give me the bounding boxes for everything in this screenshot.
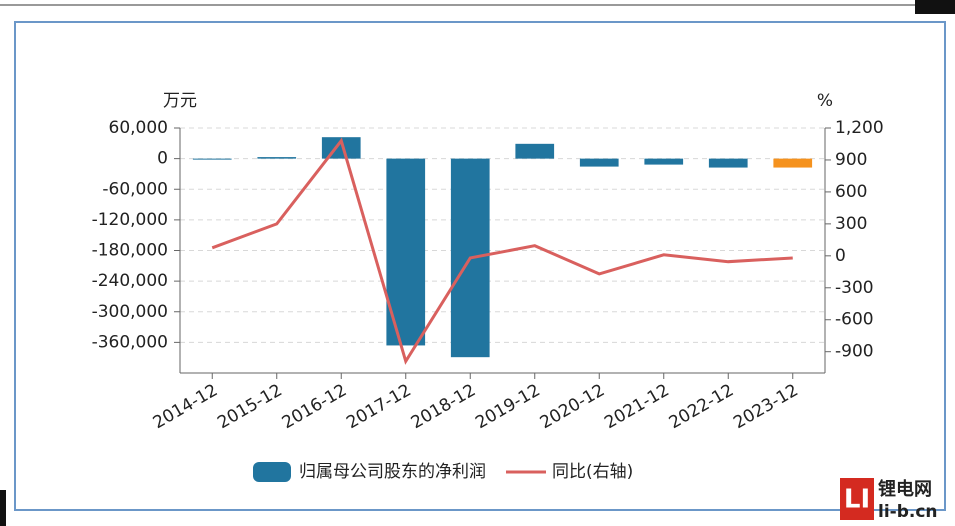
x-tick-label: 2019-12 [472, 380, 544, 433]
watermark-logo-box [840, 478, 874, 520]
y-axis-label: 万元 [163, 91, 197, 111]
y2-tick-label: 300 [835, 214, 867, 234]
y2-tick-label: -300 [835, 278, 874, 298]
legend-swatch [253, 462, 291, 482]
y2-tick-label: 1,200 [835, 118, 884, 138]
chart-frame [14, 21, 946, 511]
corner-decoration [0, 490, 6, 526]
legend-label: 归属母公司股东的净利润 [299, 462, 486, 482]
bar [515, 143, 555, 159]
y-tick-label: -300,000 [92, 302, 168, 322]
watermark-site: li-b.cn [878, 502, 938, 522]
legend-label: 同比(右轴) [552, 462, 633, 482]
x-tick-label: 2021-12 [601, 380, 673, 433]
x-tick-label: 2018-12 [408, 380, 480, 433]
line [211, 137, 793, 365]
x-tick-label: 2014-12 [150, 380, 222, 433]
corner-decoration [915, 0, 955, 14]
bar [773, 158, 813, 168]
x-tick-label: 2016-12 [279, 380, 351, 433]
bar [257, 157, 297, 159]
x-tick-label: 2022-12 [666, 380, 738, 433]
y-tick-label: -240,000 [92, 271, 168, 291]
y-tick-label: 60,000 [109, 118, 168, 138]
y-tick-label: -60,000 [102, 179, 168, 199]
bar [708, 158, 748, 168]
y2-axis-label: % [817, 91, 833, 111]
x-tick-label: 2015-12 [214, 380, 286, 433]
y2-tick-label: -600 [835, 310, 874, 330]
x-tick-label: 2017-12 [343, 380, 415, 433]
y2-tick-label: -900 [835, 342, 874, 362]
y-tick-label: -120,000 [92, 210, 168, 230]
y2-tick-label: 900 [835, 150, 867, 170]
bar [579, 158, 619, 167]
watermark-logo: LI [844, 485, 870, 515]
y-tick-label: -180,000 [92, 241, 168, 261]
y2-tick-label: 600 [835, 182, 867, 202]
y2-tick-label: 0 [835, 246, 846, 266]
bar [644, 158, 684, 165]
x-tick-label: 2020-12 [537, 380, 609, 433]
x-tick-label: 2023-12 [730, 380, 802, 433]
watermark-name: 锂电网 [878, 478, 932, 500]
y-tick-label: -360,000 [92, 332, 168, 352]
bar [192, 158, 232, 160]
y-tick-label: 0 [157, 149, 168, 169]
